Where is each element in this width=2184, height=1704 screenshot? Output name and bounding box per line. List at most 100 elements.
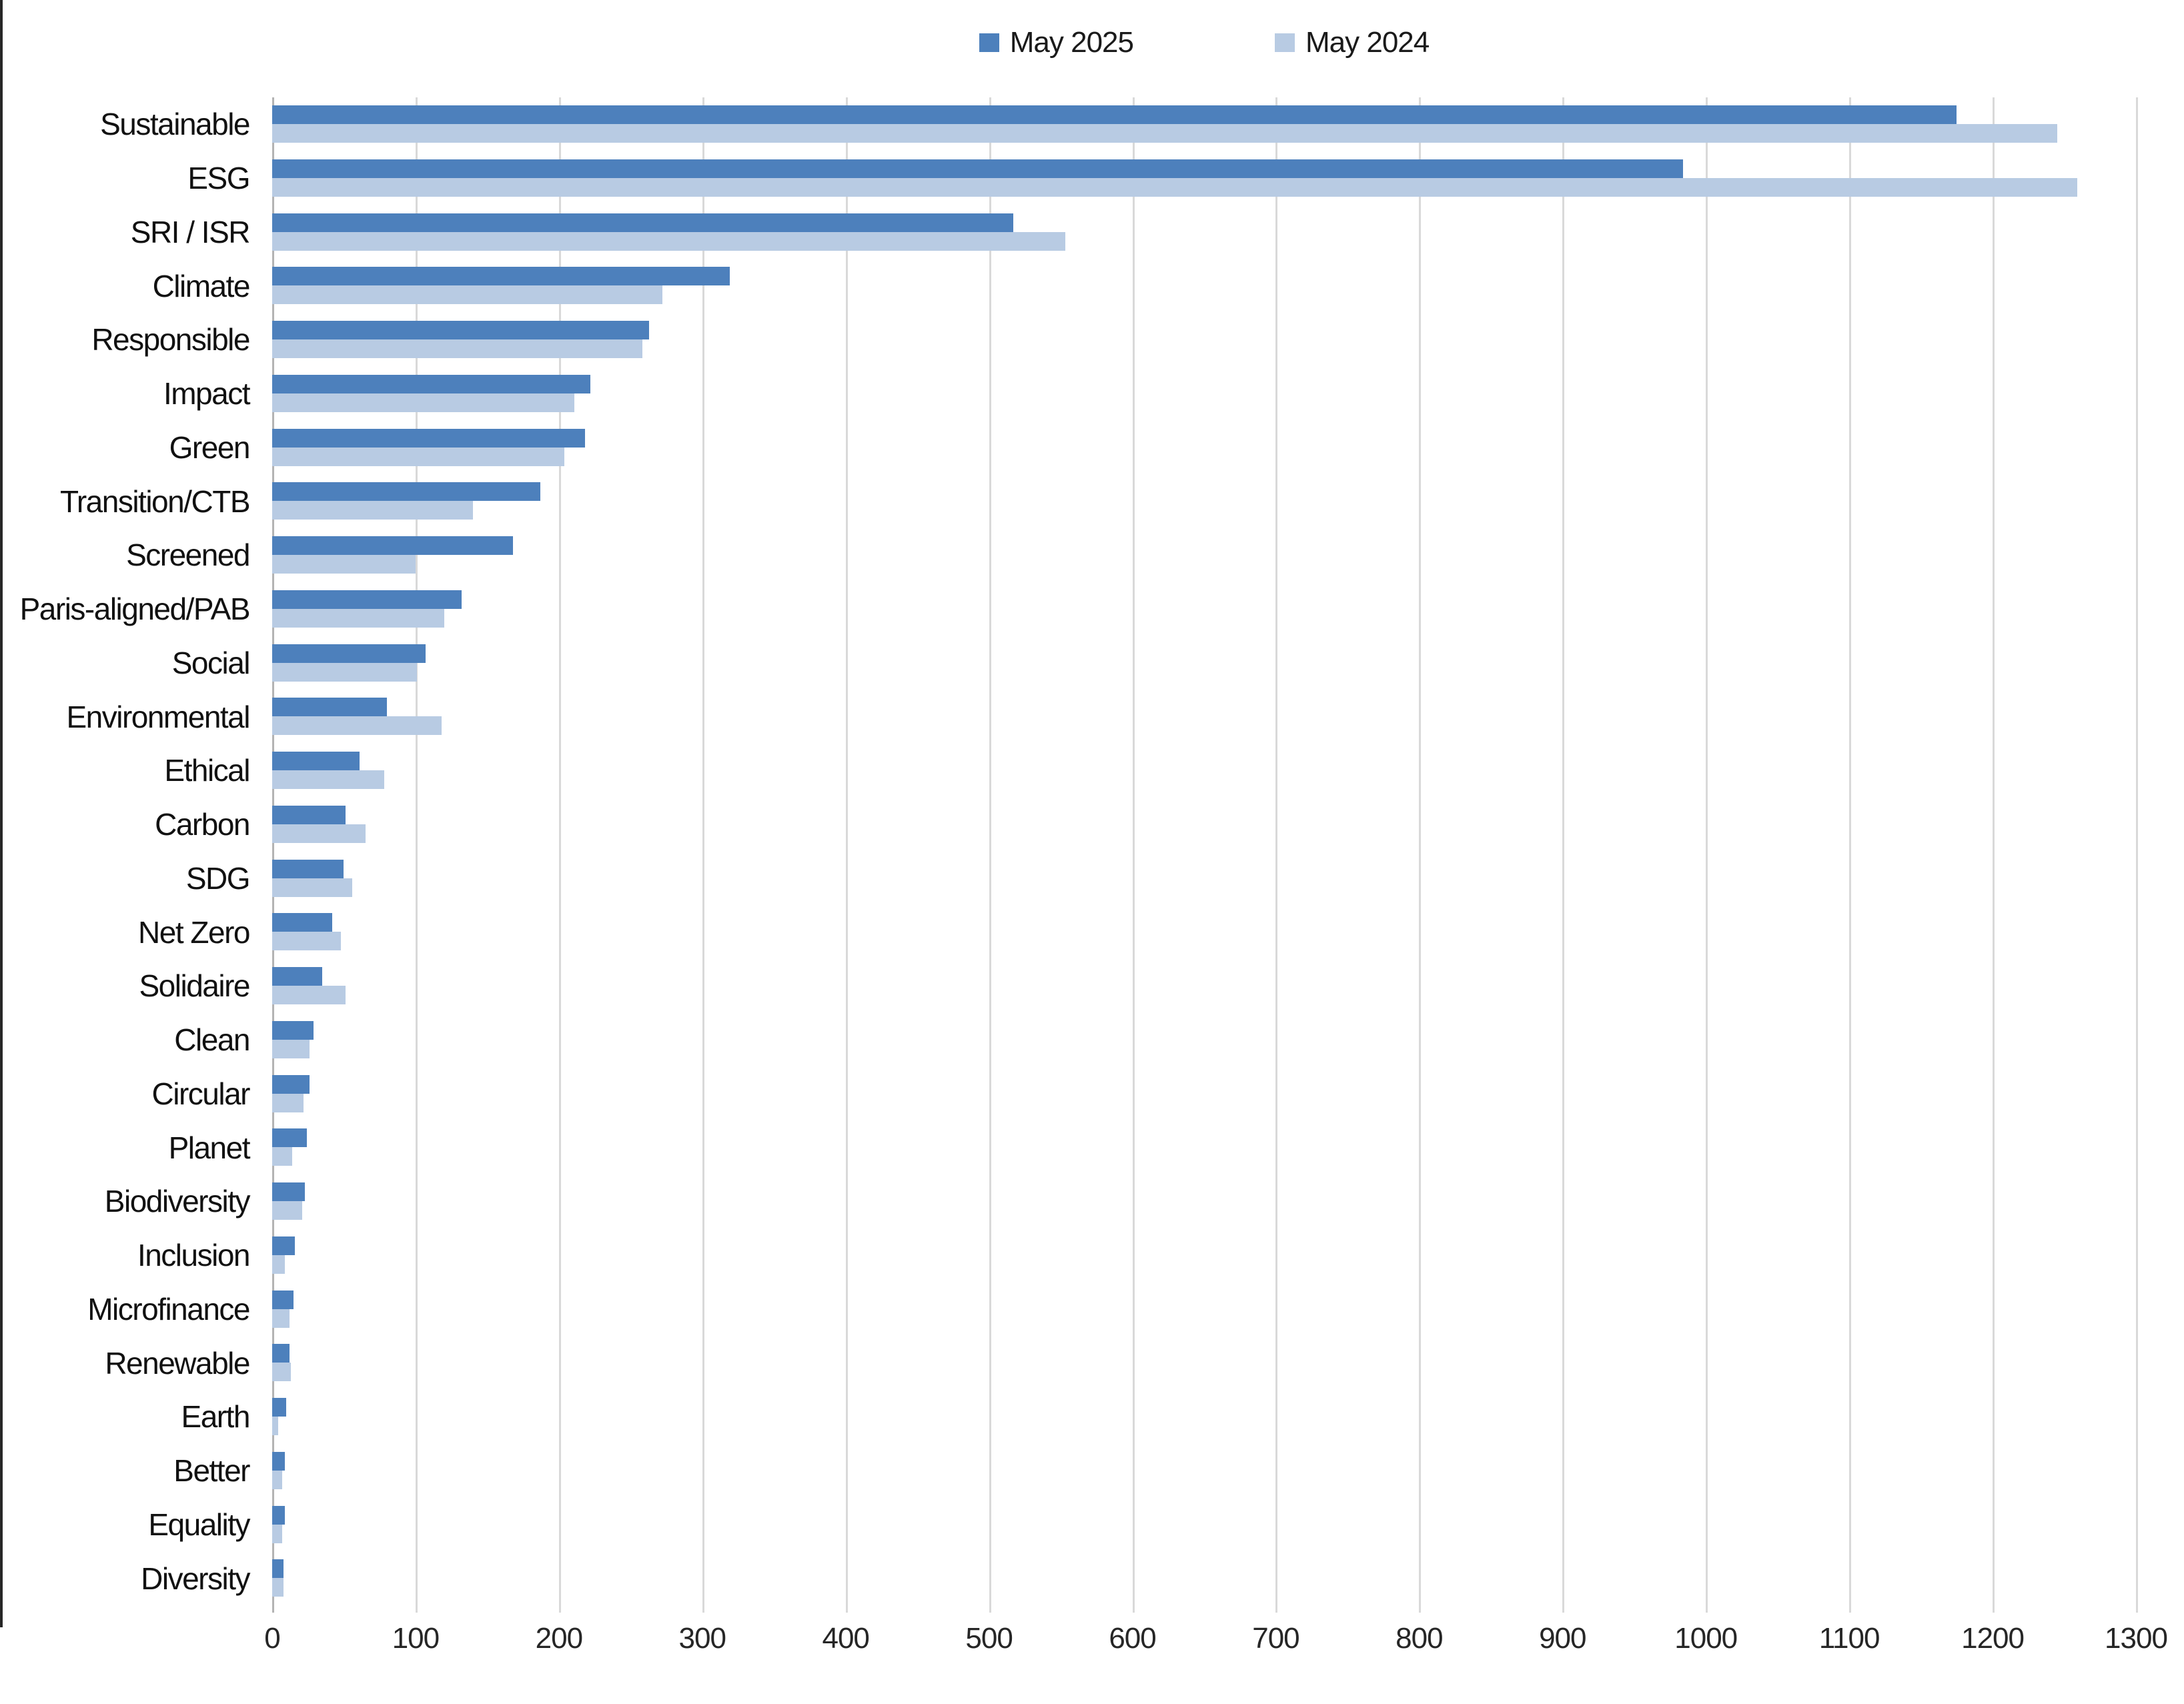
category-label-sdg: SDG bbox=[185, 860, 251, 896]
bar-solidaire-may-2025 bbox=[272, 967, 323, 986]
bar-esg-may-2025 bbox=[272, 159, 1683, 178]
x-tick-label-300: 300 bbox=[678, 1622, 726, 1655]
category-label-transition-ctb: Transition/CTB bbox=[59, 484, 251, 519]
bar-planet-may-2025 bbox=[272, 1128, 307, 1148]
bar-better-may-2024 bbox=[272, 1470, 283, 1489]
bar-biodiversity-may-2024 bbox=[272, 1201, 303, 1220]
gridline-500 bbox=[989, 97, 991, 1613]
bar-responsible-may-2024 bbox=[272, 339, 642, 358]
row-diversity bbox=[272, 1551, 2136, 1605]
bar-impact-may-2024 bbox=[272, 393, 575, 412]
x-tick-label-600: 600 bbox=[1109, 1622, 1156, 1655]
bar-climate-may-2025 bbox=[272, 267, 730, 286]
category-label-environmental: Environmental bbox=[66, 699, 250, 734]
category-label-sri-isr: SRI / ISR bbox=[130, 214, 251, 249]
category-label-microfinance: Microfinance bbox=[87, 1291, 250, 1327]
x-tick-label-1300: 1300 bbox=[2105, 1622, 2168, 1655]
category-label-ethical: Ethical bbox=[164, 753, 250, 788]
category-label-inclusion: Inclusion bbox=[137, 1238, 251, 1273]
bar-sri-isr-may-2025 bbox=[272, 213, 1014, 232]
category-label-diversity: Diversity bbox=[141, 1561, 250, 1596]
gridline-200 bbox=[558, 97, 561, 1613]
gridline-1200 bbox=[1993, 97, 1995, 1613]
row-screened bbox=[272, 528, 2136, 582]
x-tick-label-500: 500 bbox=[965, 1622, 1013, 1655]
bar-clean-may-2024 bbox=[272, 1039, 310, 1058]
row-equality bbox=[272, 1498, 2136, 1552]
row-climate bbox=[272, 259, 2136, 313]
bar-environmental-may-2025 bbox=[272, 698, 387, 717]
bar-carbon-may-2024 bbox=[272, 824, 366, 843]
x-tick-label-400: 400 bbox=[822, 1622, 869, 1655]
row-clean bbox=[272, 1013, 2136, 1067]
row-planet bbox=[272, 1120, 2136, 1174]
bar-inclusion-may-2024 bbox=[272, 1254, 286, 1274]
value-axis-line bbox=[272, 97, 274, 1613]
category-label-clean: Clean bbox=[174, 1022, 250, 1058]
bar-earth-may-2025 bbox=[272, 1398, 287, 1417]
bar-transition-ctb-may-2024 bbox=[272, 501, 473, 520]
gridline-400 bbox=[845, 97, 848, 1613]
bar-paris-aligned-pab-may-2024 bbox=[272, 608, 444, 628]
row-esg bbox=[272, 151, 2136, 205]
x-tick-label-800: 800 bbox=[1396, 1622, 1443, 1655]
legend-swatch-may-2024 bbox=[1275, 33, 1295, 52]
legend-label-may-2025: May 2025 bbox=[1009, 26, 1134, 59]
row-sdg bbox=[272, 852, 2136, 906]
bar-social-may-2024 bbox=[272, 662, 418, 682]
bar-diversity-may-2025 bbox=[272, 1559, 284, 1579]
bar-clean-may-2025 bbox=[272, 1020, 314, 1040]
row-better bbox=[272, 1444, 2136, 1498]
legend-item-may-2024: May 2024 bbox=[1275, 26, 1430, 59]
bar-diversity-may-2024 bbox=[272, 1578, 284, 1597]
bar-paris-aligned-pab-may-2025 bbox=[272, 590, 462, 609]
bar-green-may-2025 bbox=[272, 428, 585, 448]
chart-left-border bbox=[0, 0, 3, 1627]
category-label-climate: Climate bbox=[152, 268, 251, 303]
category-label-solidaire: Solidaire bbox=[139, 968, 251, 1004]
gridline-1100 bbox=[1849, 97, 1852, 1613]
gridline-900 bbox=[1562, 97, 1565, 1613]
bar-sustainable-may-2024 bbox=[272, 124, 2057, 143]
bar-planet-may-2024 bbox=[272, 1147, 293, 1166]
row-renewable bbox=[272, 1336, 2136, 1390]
category-label-social: Social bbox=[171, 645, 251, 680]
bar-esg-may-2024 bbox=[272, 177, 2077, 197]
category-label-planet: Planet bbox=[168, 1130, 251, 1165]
category-label-carbon: Carbon bbox=[155, 807, 250, 842]
row-sri-isr bbox=[272, 205, 2136, 259]
row-microfinance bbox=[272, 1283, 2136, 1337]
plot-area bbox=[272, 97, 2138, 1613]
bar-sdg-may-2024 bbox=[272, 878, 353, 897]
row-net-zero bbox=[272, 905, 2136, 959]
bar-microfinance-may-2024 bbox=[272, 1309, 290, 1328]
row-carbon bbox=[272, 798, 2136, 852]
gridline-300 bbox=[702, 97, 704, 1613]
row-solidaire bbox=[272, 959, 2136, 1013]
x-tick-label-900: 900 bbox=[1539, 1622, 1586, 1655]
row-paris-aligned-pab bbox=[272, 582, 2136, 636]
row-circular bbox=[272, 1067, 2136, 1121]
category-label-green: Green bbox=[169, 430, 251, 465]
bar-net-zero-may-2024 bbox=[272, 932, 342, 951]
bar-ethical-may-2025 bbox=[272, 752, 360, 770]
bar-earth-may-2024 bbox=[272, 1417, 278, 1435]
bar-screened-may-2025 bbox=[272, 536, 514, 555]
x-tick-label-100: 100 bbox=[392, 1622, 440, 1655]
bar-social-may-2025 bbox=[272, 644, 426, 663]
row-impact bbox=[272, 367, 2136, 421]
bar-biodiversity-may-2025 bbox=[272, 1182, 306, 1201]
row-ethical bbox=[272, 744, 2136, 798]
category-label-responsible: Responsible bbox=[91, 322, 250, 357]
gridline-800 bbox=[1419, 97, 1422, 1613]
row-earth bbox=[272, 1390, 2136, 1444]
bar-net-zero-may-2025 bbox=[272, 913, 333, 932]
bar-circular-may-2025 bbox=[272, 1074, 310, 1094]
bar-screened-may-2024 bbox=[272, 555, 416, 574]
category-label-esg: ESG bbox=[187, 161, 250, 196]
row-inclusion bbox=[272, 1228, 2136, 1283]
bar-responsible-may-2025 bbox=[272, 321, 650, 339]
row-social bbox=[272, 636, 2136, 690]
category-label-equality: Equality bbox=[148, 1507, 250, 1542]
